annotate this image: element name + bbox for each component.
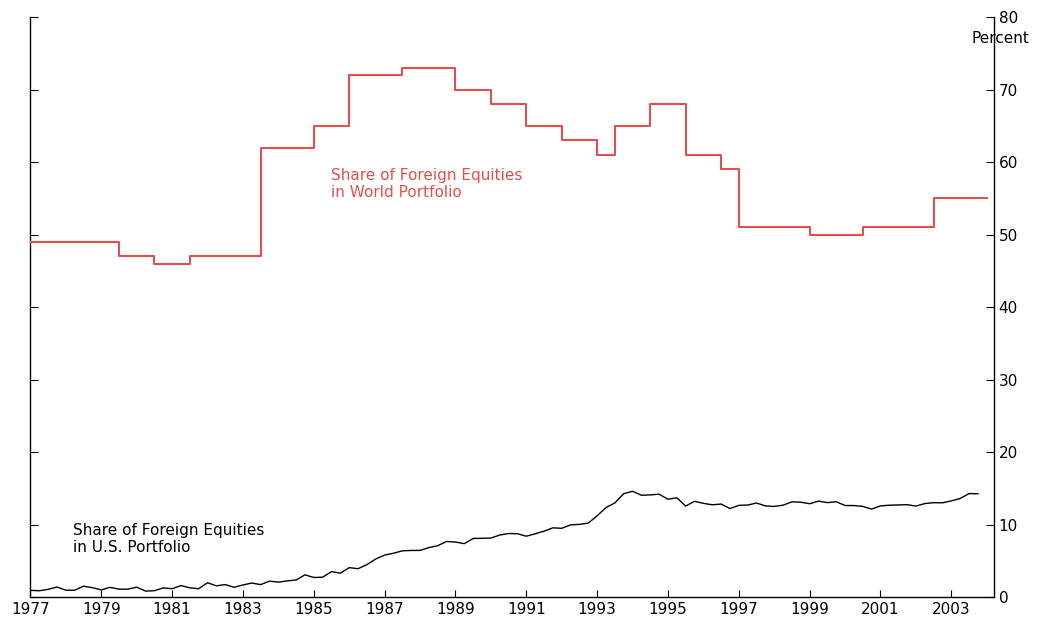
Text: Share of Foreign Equities
in World Portfolio: Share of Foreign Equities in World Portf… <box>331 168 523 200</box>
Text: Share of Foreign Equities
in U.S. Portfolio: Share of Foreign Equities in U.S. Portfo… <box>73 523 264 555</box>
Text: Percent: Percent <box>971 31 1029 46</box>
